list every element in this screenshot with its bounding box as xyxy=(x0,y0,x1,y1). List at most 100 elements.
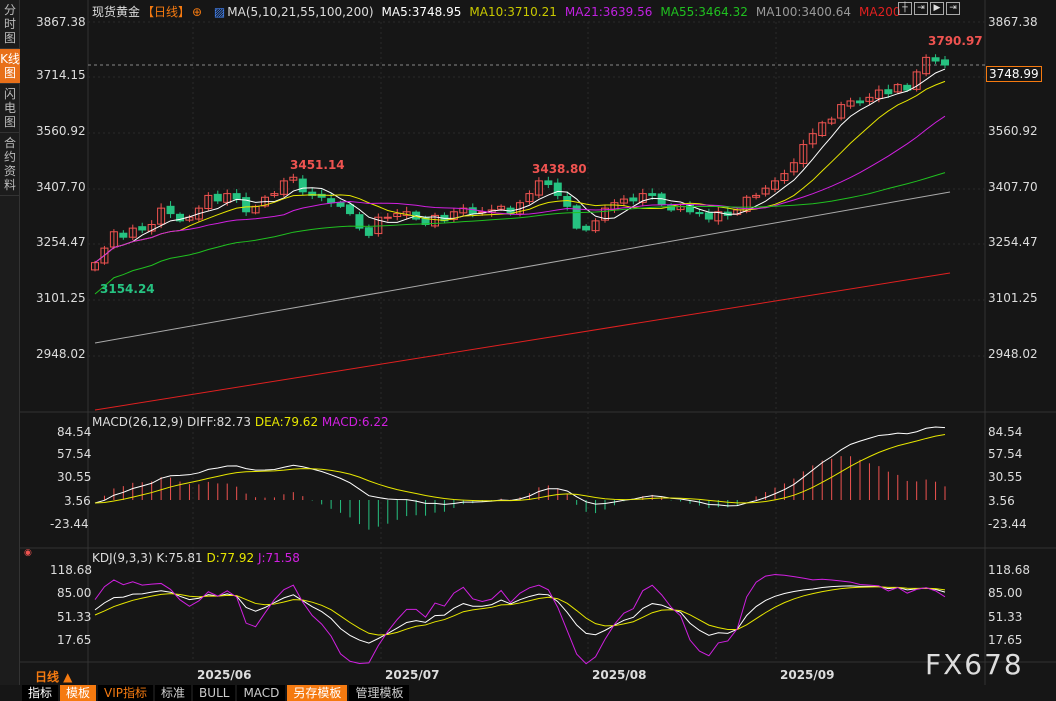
candle-body xyxy=(336,202,345,207)
price-axis-right: 2948.02 xyxy=(988,347,1038,361)
tab-contract-info[interactable]: 合约资料 xyxy=(0,133,20,196)
macd-axis-right: 30.55 xyxy=(988,470,1023,484)
price-axis-right: 3101.25 xyxy=(988,291,1038,305)
ma100-line xyxy=(94,191,951,344)
candle-body xyxy=(874,89,883,99)
candle-body xyxy=(789,162,798,173)
candle-body xyxy=(572,205,581,229)
candle-body xyxy=(695,212,704,215)
tab-indicators[interactable]: 指标 xyxy=(22,685,59,701)
bottom-tabs: 指标 模板 VIP指标 标准 BULL MACD 另存模板 管理模板 xyxy=(22,685,411,701)
kdj-axis-left: 85.00 xyxy=(57,586,92,600)
ma-label: MA(5,10,21,55,100,200) xyxy=(227,5,374,19)
manage-templates-button[interactable]: 管理模板 xyxy=(349,685,410,701)
ma5-value: MA5:3748.95 xyxy=(381,5,462,19)
price-axis-right: 3867.38 xyxy=(988,15,1038,29)
kdj-axis-right: 17.65 xyxy=(988,633,1023,647)
last-price-tag: 3748.99 xyxy=(986,66,1042,82)
tab-vip-indicators[interactable]: VIP指标 xyxy=(98,685,154,701)
kdj-label: KDJ(9,3,3) xyxy=(92,551,153,565)
tab-macd[interactable]: MACD xyxy=(237,685,286,701)
price-axis-left: 3254.47 xyxy=(36,235,86,249)
macd-axis-right: -23.44 xyxy=(988,517,1027,531)
crosshair-icon[interactable]: ⊕ xyxy=(192,5,203,19)
candle-body xyxy=(223,193,232,203)
date-label: 2025/08 xyxy=(592,668,647,682)
candle-body xyxy=(837,104,846,119)
candle-body xyxy=(364,227,373,236)
macd-axis-left: 57.54 xyxy=(57,447,92,461)
period-selector[interactable]: 日线 ▲ xyxy=(35,670,73,684)
candle-body xyxy=(157,207,166,225)
ma21-value: MA21:3639.56 xyxy=(564,5,653,19)
zoom-in-icon[interactable]: ⇥ xyxy=(914,2,928,15)
tab-flash[interactable]: 闪电图 xyxy=(0,84,20,133)
tab-kline[interactable]: K线图 xyxy=(0,49,20,84)
candle-body xyxy=(166,205,175,215)
tab-standard[interactable]: 标准 xyxy=(155,685,192,701)
candle-body xyxy=(808,133,817,145)
candle-body xyxy=(468,207,477,215)
price-axis-left: 3560.92 xyxy=(36,124,86,138)
candle-body xyxy=(393,213,402,218)
candle-body xyxy=(922,56,931,75)
candle-body xyxy=(629,197,638,202)
kdj-k-line xyxy=(94,585,946,644)
candle-body xyxy=(147,223,156,232)
kdj-axis-left: 118.68 xyxy=(50,563,92,577)
peak-mark: 3438.80 xyxy=(532,162,587,176)
candle-body xyxy=(846,100,855,107)
high-mark: 3790.97 xyxy=(928,34,983,48)
tab-templates[interactable]: 模板 xyxy=(60,685,97,701)
kdj-axis-right: 51.33 xyxy=(988,610,1023,624)
candle-body xyxy=(355,214,364,229)
candle-body xyxy=(516,202,524,215)
goto-end-icon[interactable]: ⇥ xyxy=(946,2,960,15)
candle-body xyxy=(903,84,912,91)
kdj-axis-right: 118.68 xyxy=(988,563,1030,577)
macd-value: MACD:6.22 xyxy=(321,415,389,429)
candle-body xyxy=(865,96,874,102)
tab-bull[interactable]: BULL xyxy=(193,685,236,701)
macd-axis-left: 3.56 xyxy=(64,494,91,508)
candle-body xyxy=(893,84,902,93)
kdj-axis-left: 51.33 xyxy=(57,610,92,624)
price-axis-left: 3407.70 xyxy=(36,180,86,194)
macd-axis-right: 57.54 xyxy=(988,447,1023,461)
price-axis-right: 3407.70 xyxy=(988,180,1038,194)
save-template-button[interactable]: 另存模板 xyxy=(287,685,348,701)
kdj-k: K:75.81 xyxy=(156,551,203,565)
macd-axis-right: 3.56 xyxy=(988,494,1015,508)
indicator-close-icon[interactable]: ◉ xyxy=(24,548,32,558)
candle-body xyxy=(242,197,251,213)
low-mark: 3154.24 xyxy=(100,282,155,296)
ma-settings-icon[interactable]: ▨ xyxy=(213,5,226,19)
candle-body xyxy=(100,247,109,264)
ma21-line xyxy=(94,115,946,264)
tab-timeshare[interactable]: 分时图 xyxy=(0,0,20,49)
macd-axis-left: -23.44 xyxy=(50,517,89,531)
candle-body xyxy=(289,176,298,181)
candle-body xyxy=(327,198,336,204)
price-axis-right: 3560.92 xyxy=(988,124,1038,138)
ma5-line xyxy=(94,68,946,264)
candle-body xyxy=(818,122,827,136)
ma10-value: MA10:3710.21 xyxy=(469,5,557,19)
ma55-value: MA55:3464.32 xyxy=(660,5,748,19)
price-axis-left: 3101.25 xyxy=(36,291,86,305)
candle-body xyxy=(138,226,147,231)
ma200-line xyxy=(94,272,951,411)
candle-body xyxy=(383,216,392,219)
play-icon[interactable]: ▶ xyxy=(930,2,944,15)
sidebar: 分时图 K线图 闪电图 合约资料 xyxy=(0,0,20,685)
candle-body xyxy=(856,100,864,104)
crosshair-tool-icon[interactable]: ┼ xyxy=(898,2,912,15)
date-label: 2025/06 xyxy=(197,668,252,682)
candle-body xyxy=(119,232,128,238)
candle-body xyxy=(213,193,222,202)
macd-axis-left: 84.54 xyxy=(57,425,92,439)
chart-header: 现货黄金 【日线】 ⊕ ▨ MA(5,10,21,55,100,200) MA5:374… xyxy=(92,3,909,20)
candle-body xyxy=(525,193,534,203)
candle-body xyxy=(308,191,317,196)
